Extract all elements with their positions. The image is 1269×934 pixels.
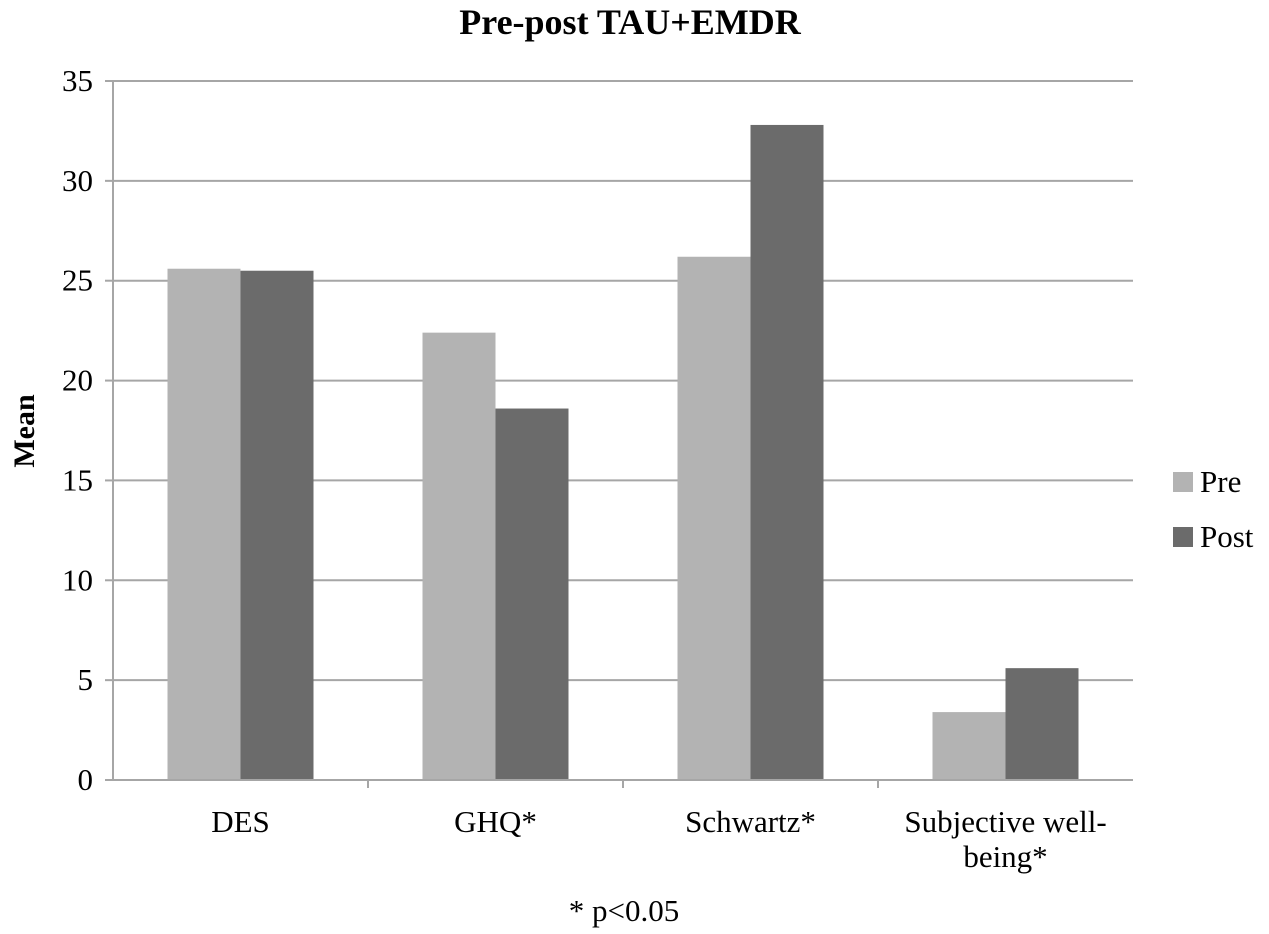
bar-post	[495, 408, 569, 780]
y-tick-label: 30	[62, 163, 93, 198]
x-category-label: GHQ*	[454, 804, 537, 839]
bar-post	[240, 270, 314, 780]
x-category-label: Schwartz*	[685, 804, 816, 839]
legend-label-post: Post	[1200, 519, 1254, 554]
y-axis-ticks: 0 5 10 15 20 25 30 35	[62, 63, 113, 797]
y-tick-label: 20	[62, 363, 93, 398]
chart-title: Pre-post TAU+EMDR	[459, 2, 801, 42]
y-axis-label: Mean	[8, 394, 41, 468]
y-tick-label: 35	[62, 63, 93, 98]
y-tick-label: 25	[62, 263, 93, 298]
bars	[167, 124, 1079, 781]
significance-footnote: * p<0.05	[569, 893, 679, 928]
bar-pre	[677, 256, 751, 781]
y-tick-label: 5	[78, 662, 94, 697]
bar-pre	[422, 332, 496, 780]
y-tick-label: 10	[62, 562, 93, 597]
y-tick-label: 0	[78, 762, 94, 797]
y-tick-label: 15	[62, 462, 93, 497]
bar-post	[750, 124, 824, 781]
legend-swatch-post	[1173, 527, 1193, 547]
legend-label-pre: Pre	[1200, 464, 1241, 499]
x-category-label: DES	[211, 804, 270, 839]
bar-pre	[932, 712, 1006, 780]
legend-swatch-pre	[1173, 472, 1193, 492]
x-category-label: Subjective well-being*	[904, 804, 1106, 874]
legend: Pre Post	[1173, 464, 1254, 554]
bar-post	[1005, 668, 1079, 780]
x-axis-category-labels: DES GHQ* Schwartz* Subjective well-being*	[211, 780, 1107, 874]
bar-pre	[167, 268, 241, 780]
